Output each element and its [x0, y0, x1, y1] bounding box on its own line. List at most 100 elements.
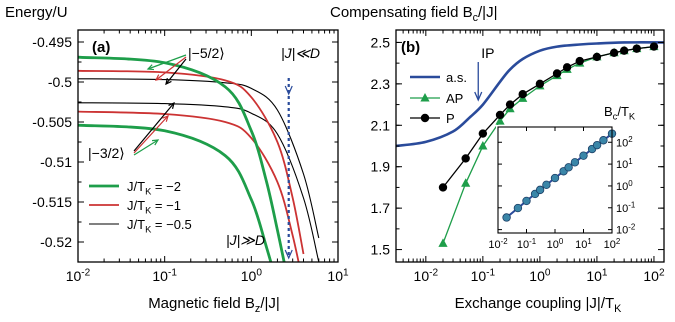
legend-label-p: P — [446, 111, 455, 126]
inset-point — [570, 158, 580, 167]
p-point — [535, 79, 545, 89]
p-point — [495, 110, 505, 120]
x-axis-label-b: Exchange coupling |J|/TK​ — [455, 295, 623, 315]
legend-label-a: J/TK​ = −0.5 — [127, 217, 192, 234]
inset-point — [535, 185, 545, 195]
inset-point — [522, 196, 531, 206]
y-tick-label-a: -0.51 — [40, 154, 72, 170]
x-axis-label-a: Magnetic field Bz​/|J| — [148, 295, 280, 315]
y-axis-label-a: Energy/U — [5, 4, 68, 21]
inset-point — [542, 180, 551, 190]
y-tick-label-a: -0.505 — [32, 114, 72, 130]
p-point — [609, 48, 619, 57]
strong-coupling-label: |J|≫D — [226, 232, 265, 248]
energy-curve-3-2 — [78, 102, 320, 262]
y-tick-label-b: 2.3 — [371, 76, 391, 92]
x-tick-label-a: 10-2​ — [66, 268, 91, 284]
legend-label-as: a.s. — [446, 70, 467, 85]
legend-label-ap: AP — [446, 91, 463, 106]
inset-title: Bc​/TK​ — [604, 104, 636, 121]
asymptotic-curve — [396, 41, 664, 148]
marker-arrow-top — [284, 85, 293, 96]
energy-curve-1-2 — [78, 123, 273, 262]
panel-label-b: (b) — [401, 39, 420, 56]
x-tick-label-b: 10-1​ — [471, 268, 496, 284]
inset-x-tick-label: 10-1​ — [517, 237, 537, 251]
inset-x-tick-label: 102​ — [604, 237, 621, 251]
marker-arrow-bottom — [284, 249, 293, 260]
legend-label-a: J/TK​ = −1 — [127, 198, 181, 215]
inset-point — [579, 151, 588, 160]
panel-b: IP 1.5 1.7 1.9 2.1 2.3 2.5 10-2​ 10-1​ 100​ 101​ 10… — [330, 4, 665, 315]
pointer-top-red-head — [154, 74, 162, 81]
p-point — [478, 129, 488, 138]
p-point — [518, 90, 527, 99]
y-tick-label-a: -0.515 — [32, 194, 72, 210]
weak-coupling-label: |J|≪D — [281, 45, 320, 61]
p-point — [552, 69, 562, 78]
pointer-top-black — [165, 58, 187, 85]
inset-point — [502, 213, 511, 222]
legend-marker-ap — [420, 93, 430, 102]
state-label-top: |−5/2⟩ — [188, 45, 225, 61]
inset-point — [513, 203, 523, 213]
inset-y-tick-label: 101​ — [616, 157, 633, 171]
ip-label: IP — [481, 45, 494, 61]
pointer-bottom-black — [133, 102, 175, 152]
p-point — [438, 183, 448, 192]
y-tick-label-b: 1.5 — [371, 242, 391, 258]
x-tick-label-b: 10-2​ — [414, 268, 439, 284]
ap-point — [478, 141, 488, 150]
x-tick-label-a: 101​ — [327, 268, 349, 284]
pointer-top-green — [147, 54, 187, 70]
p-point — [632, 44, 641, 53]
y-tick-label-a: -0.52 — [40, 234, 72, 250]
y-tick-label-b: 2.1 — [371, 117, 391, 133]
energy-curve-1-1 — [78, 55, 286, 262]
y-tick-label-a: -0.5 — [48, 74, 72, 90]
y-tick-label-b: 1.7 — [371, 200, 391, 216]
x-tick-label-a: 10-1​ — [152, 268, 177, 284]
inset-point — [592, 140, 602, 150]
inset-y-tick-label: 10-1​ — [616, 201, 636, 215]
p-point — [619, 46, 629, 55]
inset-x-tick-label: 10-2​ — [488, 237, 507, 251]
inset-point — [599, 136, 608, 145]
p-point — [575, 56, 584, 66]
ap-point — [438, 238, 448, 247]
curves-a — [78, 55, 320, 262]
p-point — [461, 154, 470, 163]
panel-label-a: (a) — [92, 39, 110, 56]
pointer-bottom-red — [133, 115, 169, 154]
inset-y-tick-label: 102​ — [616, 135, 633, 149]
x-tick-label-a: 100​ — [241, 268, 263, 284]
plot-frame-a — [77, 29, 339, 263]
ip-arrow-head — [474, 91, 483, 102]
pointer-top-green-head — [146, 64, 155, 71]
inset-point — [564, 163, 573, 172]
y-axis-label-b: Compensating field Bc​/|J| — [330, 4, 497, 24]
pointer-top-red — [155, 56, 187, 81]
x-tick-label-b: 102​ — [643, 268, 665, 284]
state-label-bottom: |−3/2⟩ — [88, 145, 125, 161]
p-point — [562, 63, 572, 72]
inset-y-tick-label: 100​ — [616, 179, 633, 193]
x-tick-label-b: 101​ — [586, 268, 608, 284]
panel-a: -0.495 -0.5 -0.505 -0.51 -0.515 -0.52 10-2​ 10-… — [5, 4, 349, 315]
p-point — [592, 52, 602, 62]
pointer-bottom-green — [133, 139, 159, 156]
p-point — [649, 42, 659, 51]
pointer-bottom-red-head — [162, 114, 169, 122]
y-tick-label-a: -0.495 — [32, 34, 72, 50]
p-point — [505, 100, 515, 109]
energy-curve-2-2 — [78, 110, 300, 262]
y-tick-label-b: 2.5 — [371, 34, 391, 50]
inset-point — [550, 173, 560, 183]
y-tick-label-b: 1.9 — [371, 159, 391, 175]
energy-curve-3-1 — [78, 78, 320, 239]
pointer-bottom-black-head — [168, 101, 175, 109]
pointer-bottom-green-head — [151, 139, 160, 146]
ap-point — [495, 116, 505, 125]
inset-x-tick-label: 101​ — [575, 237, 592, 251]
